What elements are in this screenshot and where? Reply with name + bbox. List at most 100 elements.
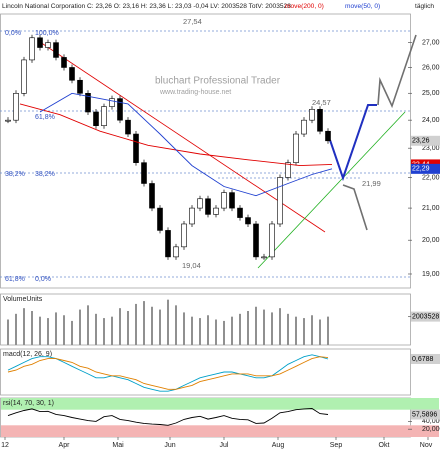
candle xyxy=(109,98,115,107)
forecast xyxy=(329,104,377,182)
panel-title: VolumeUnits xyxy=(3,296,43,303)
candle xyxy=(325,130,331,142)
volume-bar xyxy=(199,318,201,345)
volume-bar xyxy=(63,315,65,345)
candle xyxy=(125,119,131,135)
candle xyxy=(13,93,19,121)
candle xyxy=(269,223,275,258)
fib-label: 61,8% xyxy=(5,276,25,283)
volume-bar xyxy=(55,312,57,345)
last-value-box xyxy=(411,409,440,420)
candle xyxy=(309,108,315,121)
last-value-box xyxy=(411,163,440,174)
volume-bar xyxy=(263,309,265,345)
last-value-label: 23,26 xyxy=(412,138,430,145)
volume-bar xyxy=(231,316,233,345)
y-tick-label: 24,00 xyxy=(422,117,440,124)
candle xyxy=(93,111,99,126)
last-value-label: 2003528 xyxy=(412,313,439,320)
candle xyxy=(165,230,171,258)
volume-bar xyxy=(311,315,313,345)
volume-bar xyxy=(7,319,9,345)
volume-bar xyxy=(223,320,225,345)
x-tick-label: Nov xyxy=(420,442,433,449)
candle xyxy=(61,57,67,68)
volume-bar xyxy=(303,318,305,345)
volume-bar xyxy=(215,319,217,345)
candle xyxy=(245,217,251,225)
candle xyxy=(37,37,43,48)
header: Lincoln National Corporation C: 23,26 O:… xyxy=(2,3,291,10)
fib-label: 38,2% xyxy=(35,171,55,178)
legend-entry: move(200, 0) xyxy=(285,3,324,10)
panel xyxy=(0,293,411,346)
candle xyxy=(189,207,195,225)
annotation: 19,04 xyxy=(182,261,201,270)
volume-bar xyxy=(159,309,161,345)
candle xyxy=(117,98,123,121)
panel-frame xyxy=(0,293,411,346)
forecast-alt xyxy=(342,184,368,231)
fib-label: 0,0% xyxy=(35,276,51,283)
candle xyxy=(285,162,291,178)
volume-bar xyxy=(327,316,329,345)
y-tick-label: 20,0000 xyxy=(422,426,440,433)
annotation: 24,57 xyxy=(312,98,331,107)
volume-bar xyxy=(151,306,153,345)
candle xyxy=(69,67,75,81)
indicator-line xyxy=(7,356,329,390)
candle xyxy=(293,133,299,163)
candle xyxy=(173,246,179,258)
candle xyxy=(5,119,11,122)
candle xyxy=(261,256,267,259)
volume-bar xyxy=(135,303,137,345)
volume-bar xyxy=(103,318,105,345)
candle xyxy=(197,198,203,209)
volume-bar xyxy=(295,316,297,345)
legend-entry: move(50, 0) xyxy=(345,3,380,10)
candle xyxy=(21,59,27,94)
volume-bar xyxy=(79,309,81,345)
x-tick-label: Jul xyxy=(220,442,229,449)
y-tick-label: 23,00 xyxy=(422,145,440,152)
panel xyxy=(0,13,411,289)
y-tick-label: 25,00 xyxy=(422,90,440,97)
volume-bar xyxy=(167,299,169,345)
y-tick-label: 22,00 xyxy=(422,174,440,181)
candle xyxy=(29,37,35,61)
candle xyxy=(157,207,163,231)
last-value-box xyxy=(411,311,440,322)
y-tick-label: 40,0000 xyxy=(422,418,440,425)
indicator-line xyxy=(7,408,329,426)
y-tick-label: 21,00 xyxy=(422,205,440,212)
candle xyxy=(149,183,155,209)
panel-frame xyxy=(0,348,411,396)
last-value-box xyxy=(411,135,440,146)
volume-bar xyxy=(191,316,193,345)
x-tick-label: Apr xyxy=(59,442,71,449)
volume-bar xyxy=(287,313,289,345)
candle xyxy=(85,93,91,113)
x-tick-label: Mai xyxy=(112,442,124,449)
panel xyxy=(0,397,439,438)
volume-bar xyxy=(39,316,41,345)
annotation: 21,99 xyxy=(362,179,381,188)
forecast-alt xyxy=(377,34,417,109)
volume-bar xyxy=(47,318,49,345)
volume-bar xyxy=(183,312,185,345)
watermark-url: www.trading-house.net xyxy=(159,89,231,96)
panel xyxy=(0,348,411,396)
volume-bar xyxy=(143,301,145,345)
candle xyxy=(317,108,323,132)
last-value-label: 57,5896 xyxy=(412,411,437,418)
volume-bar xyxy=(95,313,97,345)
x-tick-label: Aug xyxy=(272,442,285,449)
last-value-box xyxy=(411,353,440,364)
x-tick-label: 12 xyxy=(1,442,9,449)
volume-bar xyxy=(271,312,273,345)
volume-bar xyxy=(239,313,241,345)
panel-title: rsi(14, 70, 30, 1) xyxy=(3,400,54,407)
band xyxy=(1,398,439,410)
indicator-line xyxy=(7,354,329,392)
